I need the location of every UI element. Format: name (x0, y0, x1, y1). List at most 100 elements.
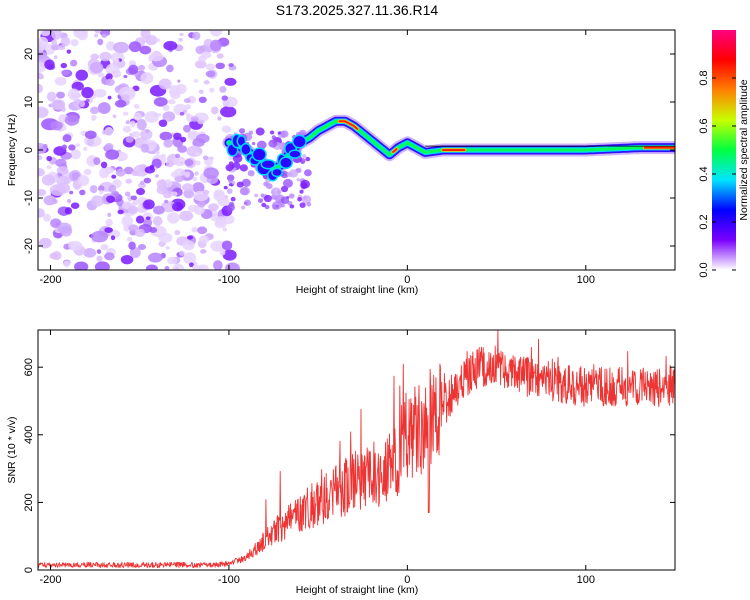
colorbar-gradient (712, 30, 736, 270)
noise-blob (128, 64, 139, 75)
noise-blob (83, 168, 92, 176)
noise-blob (51, 44, 61, 51)
noise-blob (61, 144, 67, 150)
signal-blob (271, 167, 283, 178)
noise-blob (197, 226, 208, 235)
spectrogram-x-label: Height of straight line (km) (296, 284, 419, 296)
noise-blob (165, 117, 170, 122)
noise-blob (149, 164, 155, 170)
noise-blob (240, 205, 246, 210)
noise-blob (54, 76, 67, 86)
snr-y-tick-label: 600 (23, 358, 35, 376)
noise-blob (153, 97, 168, 107)
spectrogram-x-tick-label: 100 (577, 274, 595, 286)
noise-blob (166, 64, 174, 73)
noise-blob (178, 250, 185, 256)
noise-blob (306, 202, 312, 207)
noise-blob (60, 62, 68, 69)
noise-blob (123, 74, 128, 79)
noise-blob (131, 202, 136, 207)
noise-blob (233, 167, 237, 171)
noise-blob (210, 30, 223, 37)
noise-blob (111, 174, 117, 179)
noise-blob (163, 139, 173, 148)
noise-blob (224, 77, 237, 86)
noise-blob (221, 95, 228, 101)
noise-blob (210, 39, 222, 52)
noise-blob (127, 205, 139, 215)
noise-blob (53, 55, 58, 60)
noise-blob (115, 168, 126, 177)
snr-y-ticks: 0 200 400 600 (23, 358, 675, 573)
noise-blob (114, 99, 127, 108)
signal-blob (260, 159, 276, 170)
noise-blob (96, 255, 103, 262)
noise-blob (105, 218, 113, 227)
noise-blob (281, 203, 286, 208)
noise-blob (265, 183, 273, 190)
colorbar-tick-label: 0.4 (698, 166, 710, 181)
noise-blob (230, 196, 236, 202)
noise-blob (192, 137, 205, 148)
colorbar-tick-label: 0.2 (698, 214, 710, 229)
signal-blob (288, 149, 302, 159)
noise-blob (69, 190, 74, 195)
noise-blob (207, 203, 219, 211)
noise-blob (104, 227, 114, 234)
noise-blob (302, 154, 307, 159)
noise-blob (305, 156, 311, 162)
noise-blob (223, 185, 228, 190)
noise-blob (105, 73, 113, 81)
noise-blob (123, 125, 132, 133)
noise-blob (90, 114, 97, 121)
noise-blob (289, 204, 295, 209)
noise-blob (40, 30, 51, 37)
noise-blob (51, 99, 66, 110)
noise-blob (56, 166, 69, 176)
noise-blob (77, 31, 88, 41)
spectrogram-x-tick-label: 0 (404, 274, 410, 286)
noise-blob (244, 199, 252, 206)
noise-blob (145, 264, 158, 270)
spectrogram-x-ticks: -200 -100 0 100 (39, 30, 595, 286)
noise-blob (192, 182, 205, 193)
noise-blob (215, 62, 226, 70)
noise-blob (55, 222, 60, 226)
noise-blob (168, 85, 181, 96)
snr-background (38, 330, 675, 570)
noise-blob (228, 156, 234, 160)
colorbar: 0.0 0.2 0.4 0.6 0.8 Normalized spectral ampl… (698, 30, 750, 278)
noise-blob (238, 128, 246, 134)
noise-blob (200, 51, 212, 59)
noise-blob (104, 252, 115, 261)
noise-blob (188, 132, 197, 139)
noise-blob (194, 171, 199, 176)
noise-blob (67, 88, 80, 101)
noise-blob (96, 249, 102, 254)
noise-blob (70, 39, 79, 47)
noise-blob (248, 130, 254, 135)
noise-blob (217, 116, 222, 121)
noise-blob (75, 69, 89, 81)
noise-blob (225, 262, 240, 270)
colorbar-label: Normalized spectral amplitude (738, 79, 750, 220)
noise-blob (128, 41, 142, 53)
noise-blob (135, 215, 145, 224)
noise-blob (161, 153, 166, 158)
noise-blob (277, 131, 282, 135)
noise-blob (297, 197, 303, 202)
noise-blob (158, 232, 173, 243)
noise-blob (179, 210, 194, 222)
noise-blob (239, 187, 249, 196)
noise-blob (38, 237, 52, 249)
noise-blob (143, 177, 152, 184)
noise-blob (203, 80, 210, 85)
noise-blob (100, 244, 109, 251)
noise-blob (107, 95, 112, 100)
signal-blob (251, 147, 267, 162)
noise-blob (171, 263, 185, 270)
noise-blob (228, 63, 234, 67)
noise-blob (108, 184, 117, 193)
noise-blob (145, 216, 151, 220)
noise-blob (164, 199, 169, 204)
